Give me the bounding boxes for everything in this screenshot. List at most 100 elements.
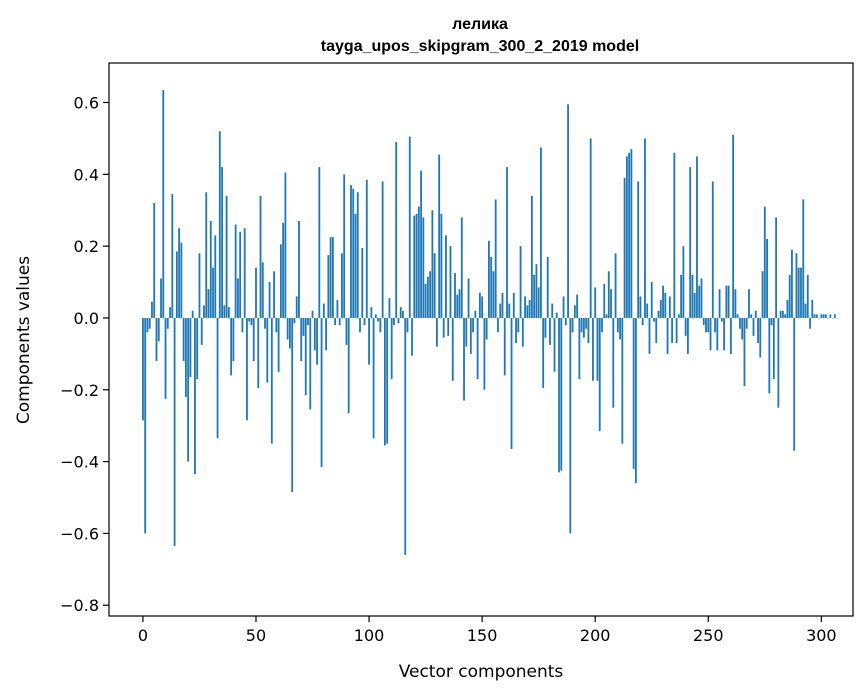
- bar: [361, 247, 364, 318]
- bar: [702, 317, 705, 326]
- bar: [252, 317, 255, 362]
- bar: [307, 317, 309, 326]
- bar: [214, 235, 217, 318]
- bar: [467, 278, 470, 318]
- bar: [786, 300, 789, 318]
- bar: [359, 317, 361, 333]
- bar: [784, 314, 787, 318]
- bar: [587, 317, 590, 344]
- bar: [246, 317, 248, 421]
- bar: [417, 206, 420, 318]
- bar: [510, 317, 513, 450]
- bar: [580, 317, 583, 333]
- bar: [630, 149, 633, 318]
- bar: [714, 317, 716, 333]
- y-tick-label: −0.2: [60, 381, 99, 400]
- bar: [225, 195, 228, 318]
- bar: [368, 317, 370, 365]
- bar: [488, 240, 490, 318]
- bar: [569, 317, 572, 534]
- bar: [408, 136, 411, 318]
- bar: [397, 317, 400, 324]
- bar: [625, 156, 628, 318]
- bar: [291, 317, 294, 493]
- bar: [243, 228, 246, 318]
- bar: [530, 195, 533, 318]
- bar: [336, 300, 339, 318]
- bar: [198, 253, 201, 318]
- bar: [275, 317, 278, 333]
- bar: [560, 317, 563, 471]
- bar: [304, 317, 307, 396]
- bar: [327, 255, 330, 318]
- bar: [218, 131, 221, 318]
- bar: [160, 278, 162, 318]
- bar: [146, 317, 149, 333]
- bar: [549, 317, 551, 345]
- x-axis-label: Vector components: [399, 662, 564, 682]
- bar: [635, 317, 637, 484]
- bar: [182, 317, 185, 362]
- bar: [424, 283, 427, 318]
- bar: [736, 314, 739, 318]
- bar: [621, 317, 624, 444]
- bar: [499, 303, 502, 318]
- x-tick-label: 300: [806, 626, 837, 645]
- bar: [698, 285, 701, 318]
- bar: [659, 300, 662, 318]
- bar: [544, 317, 547, 338]
- bar: [628, 152, 631, 318]
- bar: [815, 314, 818, 318]
- bar: [148, 317, 151, 329]
- bar: [754, 310, 757, 318]
- bar: [705, 317, 707, 333]
- bar: [383, 317, 386, 446]
- bar: [521, 317, 524, 347]
- bar: [302, 317, 305, 336]
- bar: [743, 317, 746, 387]
- bar: [680, 274, 683, 318]
- bar: [494, 199, 497, 318]
- bar: [363, 317, 366, 326]
- bar: [834, 314, 836, 318]
- bar: [492, 271, 495, 318]
- bar: [763, 206, 766, 318]
- bar: [151, 301, 153, 318]
- bar: [526, 305, 529, 318]
- y-tick-label: 0.0: [74, 309, 99, 328]
- bar: [454, 273, 456, 318]
- bar: [481, 296, 484, 318]
- bar: [329, 237, 332, 318]
- bar: [469, 317, 472, 354]
- bar: [345, 317, 348, 345]
- bar: [662, 285, 664, 318]
- bar: [465, 317, 468, 347]
- bar: [270, 317, 273, 444]
- bar: [648, 317, 651, 354]
- bar: [341, 253, 343, 318]
- bar: [546, 256, 549, 318]
- plot-frame: [108, 62, 854, 617]
- bar: [237, 278, 239, 318]
- bar: [212, 267, 214, 318]
- bar: [619, 317, 621, 340]
- bar: [458, 289, 461, 318]
- bar: [402, 310, 404, 318]
- bar: [524, 296, 526, 318]
- bar: [205, 192, 208, 318]
- bar: [259, 195, 262, 318]
- bar: [433, 253, 436, 318]
- bar: [372, 317, 375, 439]
- bar: [779, 310, 782, 318]
- bar: [293, 317, 296, 324]
- y-tick-label: 0.6: [74, 94, 99, 113]
- bar: [300, 317, 303, 362]
- x-tick-label: 200: [580, 626, 611, 645]
- bar: [343, 174, 346, 318]
- bar: [338, 317, 341, 326]
- bar: [562, 296, 565, 318]
- chart-title: лелика: [452, 16, 508, 33]
- bar: [646, 303, 649, 318]
